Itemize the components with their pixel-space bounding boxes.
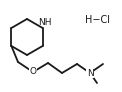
Text: N: N [87, 69, 93, 77]
Text: NH: NH [38, 18, 52, 27]
Text: O: O [30, 68, 36, 77]
Text: H−Cl: H−Cl [85, 15, 110, 25]
